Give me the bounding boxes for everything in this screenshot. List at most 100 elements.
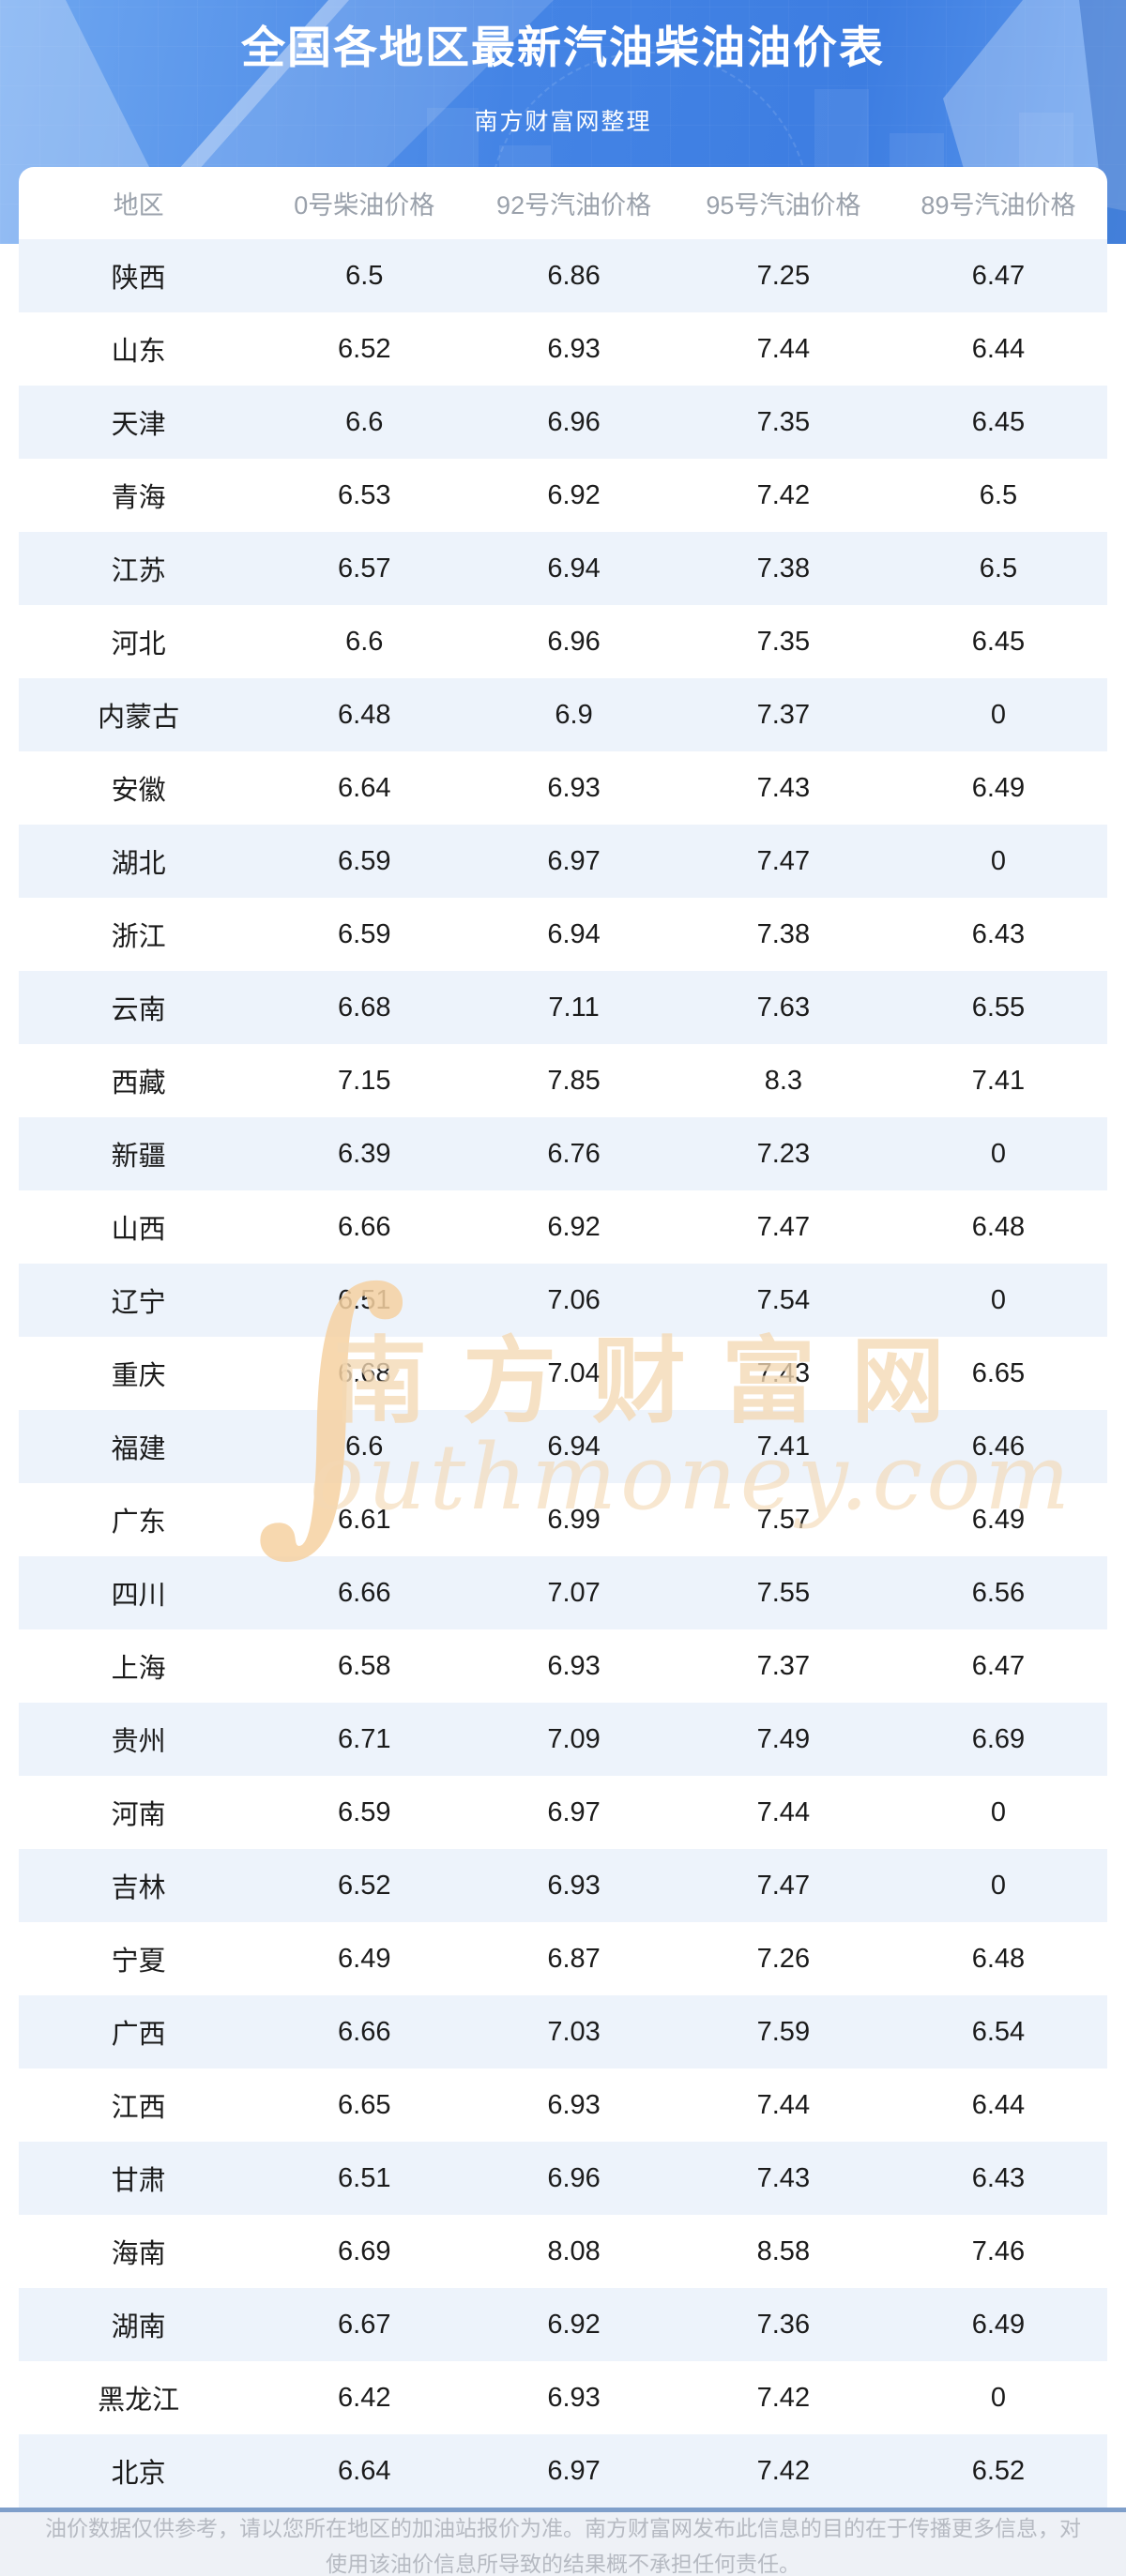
gas-89-cell: 6.46 bbox=[971, 1431, 1026, 1462]
table-row: 青海 6.53 6.92 7.42 6.5 bbox=[19, 459, 1107, 532]
diesel-0-cell: 6.67 bbox=[338, 2309, 391, 2340]
diesel-0-cell: 6.64 bbox=[338, 2455, 391, 2486]
gas-89-cell: 6.49 bbox=[971, 2309, 1026, 2340]
region-cell: 黑龙江 bbox=[98, 2386, 180, 2416]
gas-95-cell: 7.36 bbox=[756, 2309, 811, 2340]
table-row: 天津 6.6 6.96 7.35 6.45 bbox=[19, 386, 1107, 459]
diesel-0-cell: 6.49 bbox=[338, 1943, 391, 1974]
table-row: 新疆 6.39 6.76 7.23 0 bbox=[19, 1117, 1107, 1190]
gas-95-cell: 7.38 bbox=[756, 553, 811, 583]
gas-89-cell: 6.47 bbox=[971, 260, 1026, 291]
table-row: 黑龙江 6.42 6.93 7.42 0 bbox=[19, 2361, 1107, 2434]
price-table-card: 地区 0号柴油价格 92号汽油价格 95号汽油价格 89号汽油价格 陕西 6.5… bbox=[19, 167, 1107, 2508]
table-row: 辽宁 6.51 7.06 7.54 0 bbox=[19, 1264, 1107, 1337]
region-cell: 新疆 bbox=[111, 1142, 166, 1172]
disclaimer-line-1: 油价数据仅供参考，请以您所在地区的加油站报价为准。南方财富网发布此信息的目的在于… bbox=[45, 2516, 1081, 2540]
gas-95-cell: 8.58 bbox=[756, 2235, 811, 2266]
table-row: 河北 6.6 6.96 7.35 6.45 bbox=[19, 605, 1107, 678]
diesel-0-cell: 6.51 bbox=[338, 2162, 391, 2193]
gas-89-cell: 6.45 bbox=[971, 626, 1026, 657]
diesel-0-cell: 6.42 bbox=[338, 2382, 391, 2413]
gas-89-cell: 6.69 bbox=[971, 1723, 1026, 1754]
gas-92-cell: 7.06 bbox=[547, 1284, 601, 1315]
gas-92-cell: 6.97 bbox=[547, 845, 601, 876]
region-cell: 海南 bbox=[111, 2239, 166, 2269]
region-cell: 西藏 bbox=[111, 1068, 166, 1099]
gas-89-cell: 6.44 bbox=[971, 2089, 1026, 2120]
diesel-0-cell: 6.52 bbox=[338, 1870, 391, 1901]
gas-95-cell: 7.37 bbox=[756, 1650, 811, 1681]
region-cell: 辽宁 bbox=[111, 1288, 166, 1318]
diesel-0-cell: 6.6 bbox=[345, 626, 384, 657]
gas-95-cell: 7.42 bbox=[756, 479, 811, 510]
gas-92-cell: 7.85 bbox=[547, 1065, 601, 1096]
gas-92-cell: 7.03 bbox=[547, 2016, 601, 2047]
region-cell: 吉林 bbox=[111, 1873, 166, 1903]
gas-89-cell: 6.54 bbox=[971, 2016, 1026, 2047]
card-bottom-divider bbox=[0, 2508, 1126, 2512]
table-row: 贵州 6.71 7.09 7.49 6.69 bbox=[19, 1703, 1107, 1776]
gas-95-cell: 7.35 bbox=[756, 406, 811, 437]
gas-89-cell: 6.52 bbox=[971, 2455, 1026, 2486]
column-header-gas-95: 95号汽油价格 bbox=[706, 191, 861, 220]
gas-95-cell: 7.57 bbox=[756, 1504, 811, 1535]
gas-92-cell: 7.07 bbox=[547, 1577, 601, 1608]
diesel-0-cell: 6.58 bbox=[338, 1650, 391, 1681]
table-row: 北京 6.64 6.97 7.42 6.52 bbox=[19, 2434, 1107, 2508]
table-row: 宁夏 6.49 6.87 7.26 6.48 bbox=[19, 1922, 1107, 1995]
gas-92-cell: 6.92 bbox=[547, 479, 601, 510]
table-row: 重庆 6.68 7.04 7.43 6.65 bbox=[19, 1337, 1107, 1410]
table-row: 福建 6.6 6.94 7.41 6.46 bbox=[19, 1410, 1107, 1483]
region-cell: 内蒙古 bbox=[98, 703, 180, 733]
gas-89-cell: 0 bbox=[990, 1138, 1007, 1169]
gas-89-cell: 6.47 bbox=[971, 1650, 1026, 1681]
diesel-0-cell: 6.48 bbox=[338, 699, 391, 730]
table-row: 上海 6.58 6.93 7.37 6.47 bbox=[19, 1629, 1107, 1703]
table-row: 四川 6.66 7.07 7.55 6.56 bbox=[19, 1556, 1107, 1629]
diesel-0-cell: 6.68 bbox=[338, 992, 391, 1023]
diesel-0-cell: 6.39 bbox=[338, 1138, 391, 1169]
gas-89-cell: 6.44 bbox=[971, 333, 1026, 364]
region-cell: 广西 bbox=[111, 2020, 166, 2050]
table-row: 海南 6.69 8.08 8.58 7.46 bbox=[19, 2215, 1107, 2288]
table-row: 河南 6.59 6.97 7.44 0 bbox=[19, 1776, 1107, 1849]
gas-92-cell: 6.96 bbox=[547, 406, 601, 437]
table-row: 安徽 6.64 6.93 7.43 6.49 bbox=[19, 751, 1107, 825]
gas-95-cell: 7.44 bbox=[756, 1796, 811, 1827]
region-cell: 陕西 bbox=[111, 264, 166, 294]
gas-92-cell: 6.93 bbox=[547, 1870, 601, 1901]
region-cell: 河北 bbox=[111, 629, 166, 659]
disclaimer-footer: 油价数据仅供参考，请以您所在地区的加油站报价为准。南方财富网发布此信息的目的在于… bbox=[0, 2512, 1126, 2576]
gas-95-cell: 7.25 bbox=[756, 260, 811, 291]
gas-89-cell: 6.56 bbox=[971, 1577, 1026, 1608]
gas-95-cell: 7.42 bbox=[756, 2455, 811, 2486]
table-row: 甘肃 6.51 6.96 7.43 6.43 bbox=[19, 2142, 1107, 2215]
gas-95-cell: 7.55 bbox=[756, 1577, 811, 1608]
diesel-0-cell: 6.68 bbox=[338, 1357, 391, 1388]
region-cell: 江西 bbox=[111, 2093, 166, 2123]
region-cell: 江苏 bbox=[111, 556, 166, 586]
gas-95-cell: 7.38 bbox=[756, 918, 811, 949]
diesel-0-cell: 6.65 bbox=[338, 2089, 391, 2120]
table-row: 浙江 6.59 6.94 7.38 6.43 bbox=[19, 898, 1107, 971]
gas-89-cell: 6.5 bbox=[979, 479, 1018, 510]
gas-95-cell: 7.23 bbox=[756, 1138, 811, 1169]
diesel-0-cell: 7.15 bbox=[338, 1065, 391, 1096]
page-title: 全国各地区最新汽油柴油油价表 bbox=[241, 23, 885, 72]
column-header-gas-92: 92号汽油价格 bbox=[496, 191, 652, 220]
gas-89-cell: 6.48 bbox=[971, 1943, 1026, 1974]
diesel-0-cell: 6.66 bbox=[338, 1211, 391, 1242]
gas-89-cell: 6.49 bbox=[971, 772, 1026, 803]
table-row: 江西 6.65 6.93 7.44 6.44 bbox=[19, 2068, 1107, 2142]
region-cell: 河南 bbox=[111, 1800, 166, 1830]
diesel-0-cell: 6.51 bbox=[338, 1284, 391, 1315]
diesel-0-cell: 6.71 bbox=[338, 1723, 391, 1754]
gas-95-cell: 7.44 bbox=[756, 2089, 811, 2120]
gas-95-cell: 7.54 bbox=[756, 1284, 811, 1315]
gas-89-cell: 0 bbox=[990, 1870, 1007, 1901]
region-cell: 云南 bbox=[111, 995, 166, 1025]
region-cell: 安徽 bbox=[111, 776, 166, 806]
gas-89-cell: 6.49 bbox=[971, 1504, 1026, 1535]
disclaimer-line-2: 使用该油价信息所导致的结果概不承担任何责任。 bbox=[326, 2552, 800, 2576]
table-row: 内蒙古 6.48 6.9 7.37 0 bbox=[19, 678, 1107, 751]
